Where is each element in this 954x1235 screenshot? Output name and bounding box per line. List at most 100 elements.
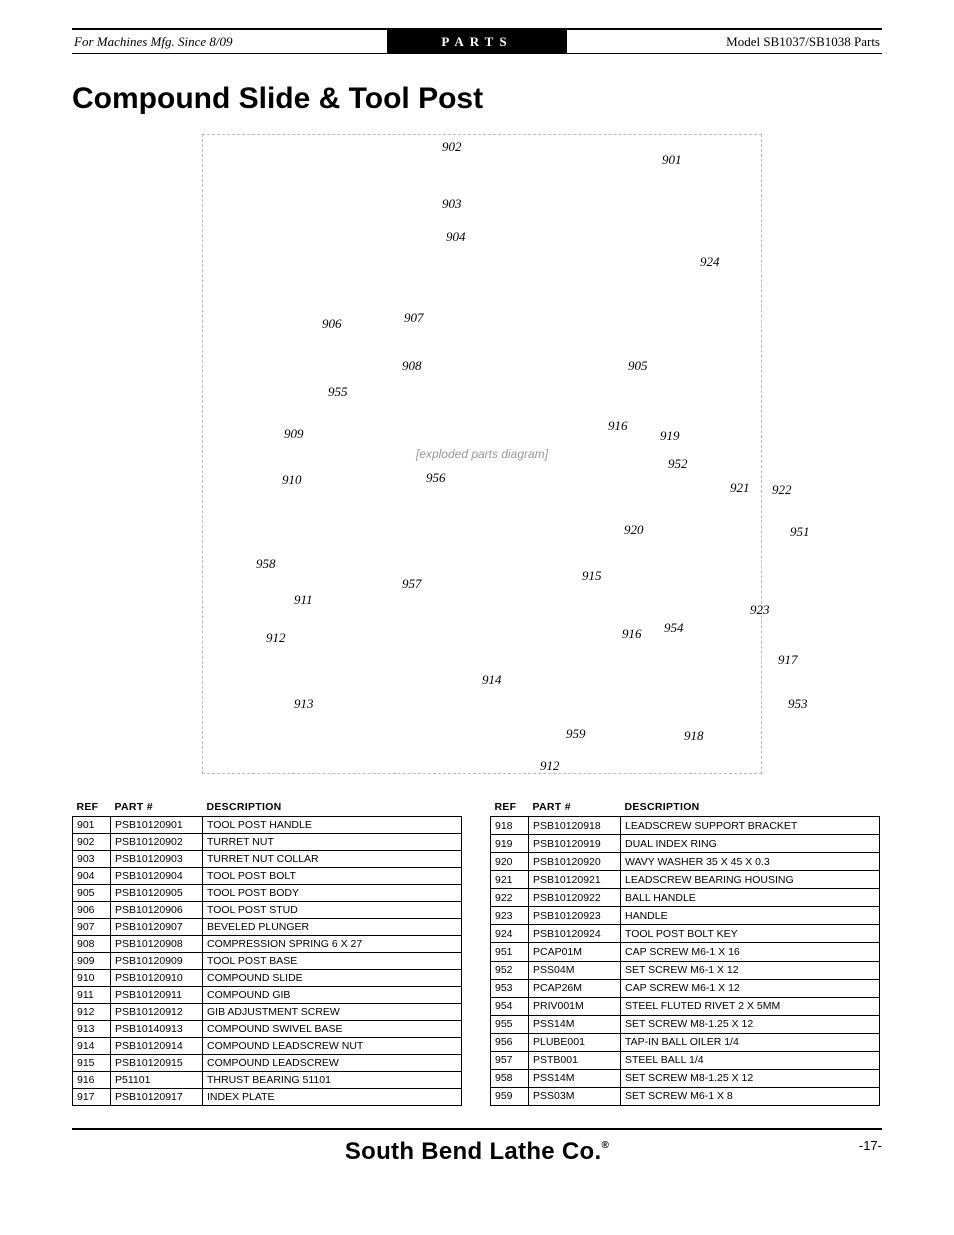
- table-row: 956PLUBE001TAP-IN BALL OILER 1/4: [491, 1033, 880, 1051]
- table-row: 905PSB10120905TOOL POST BODY: [73, 885, 462, 902]
- header-bar: For Machines Mfg. Since 8/09 PARTS Model…: [72, 28, 882, 54]
- table-row: 916P51101THRUST BEARING 51101: [73, 1072, 462, 1089]
- table-cell: SET SCREW M8-1.25 X 12: [621, 1069, 880, 1087]
- col-ref: REF: [73, 798, 111, 817]
- table-cell: PSB10120914: [111, 1038, 203, 1055]
- table-cell: PSB10120906: [111, 902, 203, 919]
- page-title: Compound Slide & Tool Post: [72, 82, 882, 116]
- callout-922: 922: [772, 482, 792, 498]
- page-number: -17-: [859, 1138, 882, 1153]
- table-cell: 921: [491, 871, 529, 889]
- table-cell: SET SCREW M8-1.25 X 12: [621, 1015, 880, 1033]
- callout-902: 902: [442, 139, 462, 155]
- table-cell: TOOL POST BASE: [203, 953, 462, 970]
- brand-text: South Bend Lathe Co.: [345, 1138, 602, 1165]
- footer: South Bend Lathe Co.® -17-: [72, 1138, 882, 1166]
- table-row: 954PRIV001MSTEEL FLUTED RIVET 2 X 5MM: [491, 997, 880, 1015]
- callout-913: 913: [294, 696, 314, 712]
- table-cell: PCAP01M: [529, 943, 621, 961]
- table-cell: 904: [73, 868, 111, 885]
- table-cell: PSB10120909: [111, 953, 203, 970]
- callout-958: 958: [256, 556, 276, 572]
- table-row: 959PSS03MSET SCREW M6-1 X 8: [491, 1087, 880, 1105]
- table-cell: COMPRESSION SPRING 6 X 27: [203, 936, 462, 953]
- footer-rule: [72, 1128, 882, 1130]
- table-cell: PSB10120912: [111, 1004, 203, 1021]
- table-cell: 909: [73, 953, 111, 970]
- callout-924: 924: [700, 254, 720, 270]
- table-row: 912PSB10120912GIB ADJUSTMENT SCREW: [73, 1004, 462, 1021]
- table-cell: TOOL POST BODY: [203, 885, 462, 902]
- table-cell: 958: [491, 1069, 529, 1087]
- table-cell: 954: [491, 997, 529, 1015]
- callout-954: 954: [664, 620, 684, 636]
- callout-920: 920: [624, 522, 644, 538]
- table-cell: 912: [73, 1004, 111, 1021]
- table-cell: PCAP26M: [529, 979, 621, 997]
- table-cell: 959: [491, 1087, 529, 1105]
- callout-912: 912: [266, 630, 286, 646]
- table-cell: PSB10120904: [111, 868, 203, 885]
- table-cell: PSB10120915: [111, 1055, 203, 1072]
- table-cell: PSB10120920: [529, 853, 621, 871]
- table-cell: PSS03M: [529, 1087, 621, 1105]
- registered-mark: ®: [601, 1140, 609, 1151]
- table-row: 919PSB10120919DUAL INDEX RING: [491, 835, 880, 853]
- callout-910: 910: [282, 472, 302, 488]
- table-cell: 922: [491, 889, 529, 907]
- col-part: PART #: [529, 798, 621, 817]
- callout-905: 905: [628, 358, 648, 374]
- callout-916: 916: [622, 626, 642, 642]
- table-cell: 914: [73, 1038, 111, 1055]
- table-cell: 916: [73, 1072, 111, 1089]
- table-row: 924PSB10120924TOOL POST BOLT KEY: [491, 925, 880, 943]
- callout-953: 953: [788, 696, 808, 712]
- table-row: 902PSB10120902TURRET NUT: [73, 834, 462, 851]
- callout-919: 919: [660, 428, 680, 444]
- table-cell: 901: [73, 817, 111, 834]
- table-row: 918PSB10120918LEADSCREW SUPPORT BRACKET: [491, 817, 880, 835]
- col-ref: REF: [491, 798, 529, 817]
- table-cell: COMPOUND LEADSCREW NUT: [203, 1038, 462, 1055]
- table-cell: 908: [73, 936, 111, 953]
- table-cell: COMPOUND SLIDE: [203, 970, 462, 987]
- table-cell: LEADSCREW BEARING HOUSING: [621, 871, 880, 889]
- table-cell: 952: [491, 961, 529, 979]
- col-part: PART #: [111, 798, 203, 817]
- table-cell: 918: [491, 817, 529, 835]
- table-cell: PSB10120908: [111, 936, 203, 953]
- table-row: 914PSB10120914COMPOUND LEADSCREW NUT: [73, 1038, 462, 1055]
- table-cell: 906: [73, 902, 111, 919]
- table-cell: PSS14M: [529, 1069, 621, 1087]
- callout-959: 959: [566, 726, 586, 742]
- table-cell: GIB ADJUSTMENT SCREW: [203, 1004, 462, 1021]
- table-cell: 951: [491, 943, 529, 961]
- table-cell: PSB10120902: [111, 834, 203, 851]
- table-row: 913PSB10140913COMPOUND SWIVEL BASE: [73, 1021, 462, 1038]
- table-cell: INDEX PLATE: [203, 1089, 462, 1106]
- table-cell: DUAL INDEX RING: [621, 835, 880, 853]
- table-cell: PSB10120917: [111, 1089, 203, 1106]
- table-cell: 919: [491, 835, 529, 853]
- callout-907: 907: [404, 310, 424, 326]
- table-cell: PRIV001M: [529, 997, 621, 1015]
- table-cell: CAP SCREW M6-1 X 12: [621, 979, 880, 997]
- table-cell: 917: [73, 1089, 111, 1106]
- table-row: 921PSB10120921LEADSCREW BEARING HOUSING: [491, 871, 880, 889]
- table-cell: TURRET NUT COLLAR: [203, 851, 462, 868]
- table-cell: BALL HANDLE: [621, 889, 880, 907]
- table-cell: TAP-IN BALL OILER 1/4: [621, 1033, 880, 1051]
- header-right: Model SB1037/SB1038 Parts: [567, 30, 882, 53]
- callout-904: 904: [446, 229, 466, 245]
- table-row: 917PSB10120917INDEX PLATE: [73, 1089, 462, 1106]
- table-cell: PSB10140913: [111, 1021, 203, 1038]
- table-cell: LEADSCREW SUPPORT BRACKET: [621, 817, 880, 835]
- callout-906: 906: [322, 316, 342, 332]
- table-cell: PSS14M: [529, 1015, 621, 1033]
- table-cell: PSB10120919: [529, 835, 621, 853]
- table-cell: PSB10120903: [111, 851, 203, 868]
- callout-911: 911: [294, 592, 313, 608]
- table-cell: TOOL POST STUD: [203, 902, 462, 919]
- table-cell: COMPOUND SWIVEL BASE: [203, 1021, 462, 1038]
- callout-921: 921: [730, 480, 750, 496]
